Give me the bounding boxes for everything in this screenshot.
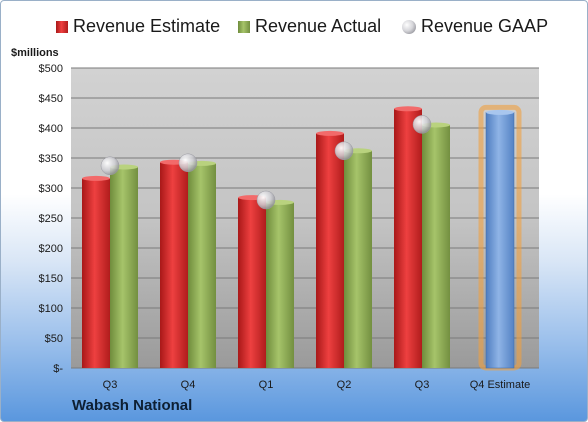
bar-revenue-actual — [110, 167, 138, 368]
y-tick-label: $200 — [39, 243, 63, 255]
y-tick-label: $350 — [39, 153, 63, 165]
y-tick-label: $50 — [45, 333, 63, 345]
bar-revenue-actual — [422, 125, 450, 368]
y-tick-label: $300 — [39, 183, 63, 195]
company-name: Wabash National — [72, 397, 193, 414]
legend-swatch-actual — [238, 21, 250, 33]
legend-swatch-estimate — [56, 21, 68, 33]
x-tick-label: Q3 — [103, 379, 118, 391]
y-axis-unit-label: $millions — [11, 47, 59, 59]
bar-top-estimate — [82, 175, 110, 181]
x-tick-label: Q2 — [337, 379, 352, 391]
bar-revenue-actual — [188, 163, 216, 368]
marker-revenue-gaap — [100, 156, 120, 176]
y-tick-label: $450 — [39, 93, 63, 105]
marker-revenue-gaap — [178, 153, 198, 173]
legend-marker-gaap — [402, 20, 416, 34]
bar-revenue-estimate — [160, 162, 188, 368]
y-tick-label: $150 — [39, 273, 63, 285]
bar-top-forecast — [486, 109, 514, 115]
y-tick-label: $400 — [39, 123, 63, 135]
y-tick-label: $- — [53, 363, 63, 375]
y-tick-label: $250 — [39, 213, 63, 225]
x-tick-label: Q1 — [259, 379, 274, 391]
bar-revenue-estimate — [316, 133, 344, 368]
bar-revenue-estimate — [82, 178, 110, 368]
x-tick-label: Q4 — [181, 379, 196, 391]
marker-revenue-gaap — [256, 190, 276, 210]
bar-revenue-actual — [344, 150, 372, 368]
marker-revenue-gaap — [334, 141, 354, 161]
legend-label-gaap: Revenue GAAP — [421, 16, 548, 36]
legend-label-estimate: Revenue Estimate — [73, 16, 220, 36]
legend-label-actual: Revenue Actual — [255, 16, 381, 36]
bar-top-estimate — [394, 106, 422, 112]
bar-top-estimate — [316, 130, 344, 136]
bar-forecast-estimate — [485, 112, 515, 369]
bar-revenue-actual — [266, 202, 294, 368]
legend: Revenue Estimate Revenue Actual Revenue … — [56, 16, 548, 36]
bar-revenue-estimate — [238, 197, 266, 368]
y-tick-label: $500 — [39, 63, 63, 75]
x-tick-label: Q3 — [415, 379, 430, 391]
bar-revenue-estimate — [394, 108, 422, 369]
marker-revenue-gaap — [412, 115, 432, 134]
y-tick-label: $100 — [39, 303, 63, 315]
x-tick-label: Q4 Estimate — [470, 379, 531, 391]
